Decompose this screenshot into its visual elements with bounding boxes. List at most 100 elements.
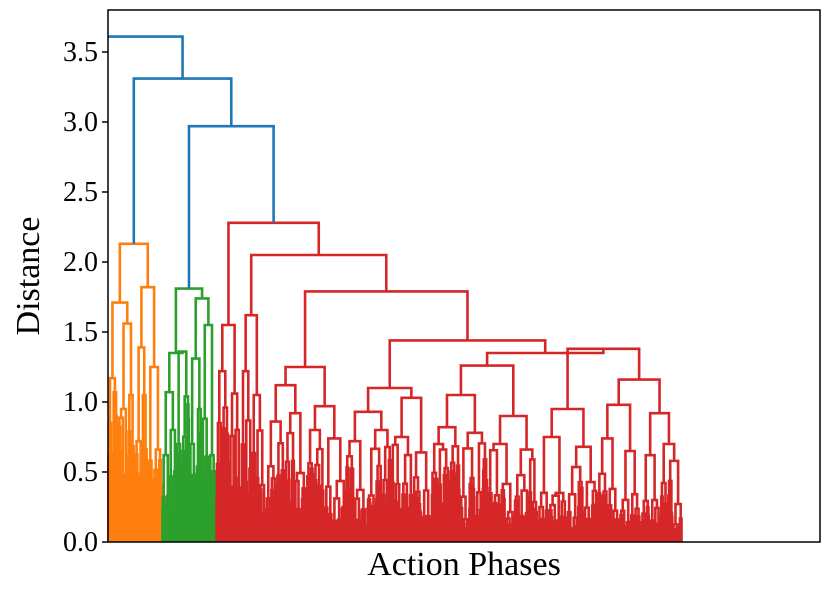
dendrogram-link — [649, 519, 655, 527]
dendrogram-link — [321, 513, 326, 542]
dendrogram-link — [621, 498, 630, 523]
dendrogram-link — [520, 489, 529, 516]
dendrogram-link — [449, 461, 456, 477]
dendrogram-link — [648, 411, 671, 456]
dendrogram-link — [376, 464, 382, 503]
y-tick-label: 2.0 — [63, 247, 98, 278]
dendrogram-link — [469, 476, 475, 490]
dendrogram-link — [313, 404, 336, 439]
dendrogram-link — [355, 488, 365, 510]
dendrogram-link — [488, 448, 499, 496]
dendrogram-link — [528, 491, 533, 510]
dendrogram-link — [286, 431, 295, 462]
dendrogram-link — [393, 500, 399, 513]
dendrogram-link — [586, 517, 592, 530]
dendrogram-link — [645, 505, 650, 517]
dendrogram-link — [574, 445, 592, 483]
dendrogram-link — [433, 477, 439, 494]
dendrogram-link — [462, 447, 474, 497]
dendrogram-link — [505, 517, 511, 528]
dendrogram-link — [459, 506, 464, 523]
dendrogram-link — [630, 514, 635, 527]
dendrogram-link — [478, 508, 483, 542]
dendrogram-link — [283, 479, 289, 512]
dendrogram-link — [265, 507, 269, 542]
dendrogram-link — [144, 465, 149, 542]
dendrogram-link — [606, 403, 632, 451]
dendrogram-link — [533, 510, 539, 527]
dendrogram-link — [552, 520, 558, 532]
dendrogram-link — [445, 487, 450, 512]
dendrogram-link — [327, 437, 342, 487]
dendrogram-link — [345, 455, 354, 469]
dendrogram-link — [406, 509, 410, 542]
dendrogram-link — [169, 508, 174, 542]
dendrogram-link — [204, 455, 210, 503]
dendrogram-link — [356, 518, 362, 529]
dendrogram-link — [221, 427, 226, 484]
dendrogram-link — [307, 462, 314, 477]
dendrogram-link — [417, 502, 422, 542]
dendrogram-link — [611, 520, 616, 532]
dendrogram-link — [597, 492, 602, 514]
dendrogram-link — [619, 509, 626, 528]
dendrogram-link — [391, 443, 399, 485]
dendrogram-link — [353, 518, 358, 542]
dendrogram-link — [585, 480, 596, 508]
dendrogram-link — [412, 476, 420, 498]
dendrogram-link — [236, 487, 242, 504]
dendrogram-link — [507, 523, 512, 528]
dendrogram-link — [496, 503, 502, 515]
dendrogram-link — [644, 453, 656, 501]
dendrogram-link — [152, 478, 157, 542]
dendrogram-link — [630, 492, 639, 516]
dendrogram-link — [624, 449, 636, 500]
dendrogram-lines — [107, 35, 683, 542]
dendrogram-link — [387, 458, 392, 542]
y-tick-label: 0.5 — [63, 457, 98, 488]
dendrogram-link — [314, 463, 321, 486]
dendrogram-link — [672, 523, 679, 530]
dendrogram-link — [542, 435, 561, 493]
dendrogram-link — [244, 480, 249, 542]
dendrogram-link — [353, 410, 383, 442]
dendrogram-link — [114, 414, 119, 542]
dendrogram-link — [485, 486, 489, 542]
dendrogram-link — [284, 365, 326, 407]
dendrogram-link — [111, 301, 129, 379]
dendrogram-link — [625, 521, 631, 529]
dendrogram-link — [608, 487, 617, 511]
y-axis-label: Distance — [10, 217, 47, 336]
dendrogram-link — [420, 518, 425, 527]
dendrogram-link — [390, 481, 395, 501]
dendrogram-link — [583, 519, 588, 529]
dendrogram-link — [549, 515, 554, 542]
dendrogram-link — [598, 472, 607, 494]
dendrogram-link — [316, 484, 322, 498]
dendrogram-link — [127, 430, 132, 485]
dendrogram-link — [421, 515, 427, 521]
dendrogram-link — [143, 448, 148, 469]
dendrogram-link — [388, 339, 547, 388]
dendrogram-link — [375, 480, 380, 500]
dendrogram-link — [211, 470, 217, 503]
y-tick-label: 2.5 — [63, 177, 98, 208]
dendrogram-link — [591, 489, 598, 506]
dendrogram-link — [161, 495, 166, 520]
dendrogram-link — [303, 290, 469, 367]
dendrogram-link — [234, 428, 241, 489]
x-axis-label: Action Phases — [367, 546, 561, 583]
dendrogram-link — [306, 474, 311, 507]
dendrogram-root-link — [108, 35, 184, 79]
dendrogram-link — [279, 475, 284, 500]
dendrogram-link — [266, 465, 275, 499]
dendrogram-link — [383, 445, 391, 481]
dendrogram-link — [362, 524, 368, 531]
dendrogram-link — [580, 511, 585, 542]
y-tick-label: 3.0 — [63, 107, 98, 138]
dendrogram-link — [660, 481, 667, 504]
dendrogram-link — [518, 514, 525, 527]
dendrogram-link — [408, 493, 414, 517]
dendrogram-link — [336, 518, 342, 524]
